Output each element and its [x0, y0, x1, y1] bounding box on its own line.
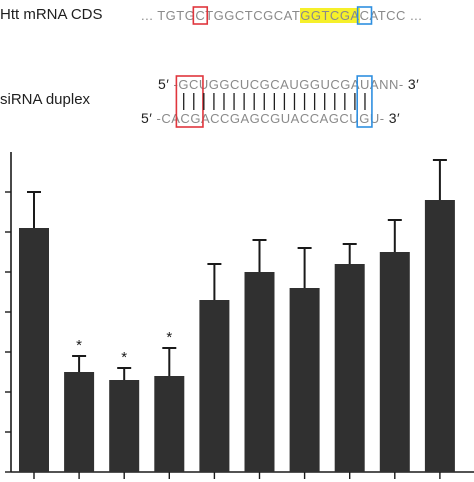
duplex-bottom-mid: ACCGAGCGUACCAGCU	[200, 111, 360, 126]
duplex-bottom-post: U	[369, 111, 380, 126]
duplex-top-post: ANN	[369, 77, 399, 92]
duplex-red-box-outline	[175, 75, 204, 128]
mrna-seq-highlight: GGTCGA	[300, 8, 360, 23]
significance-label: *	[76, 337, 82, 354]
significance-label: *	[121, 349, 127, 366]
bar	[289, 288, 320, 472]
duplex-bottom-prime-end: 3′	[388, 110, 401, 126]
bar	[19, 228, 49, 472]
sirna-label: siRNA duplex	[0, 91, 91, 108]
duplex-top-prime-end: 3′	[407, 76, 420, 92]
mrna-seq-pre: TGTG	[157, 8, 196, 23]
duplex-bottom-prime-start: 5′	[141, 110, 153, 126]
mrna-blue-box-outline	[356, 6, 373, 25]
duplex-top-trail: -	[398, 77, 404, 92]
bar	[109, 380, 140, 472]
mrna-seq-mid: TGGCTCGCAT	[205, 8, 301, 23]
mrna-seq-red-box: C	[195, 8, 206, 23]
mrna-seq-lead: ...	[141, 8, 154, 23]
duplex-top-prime-start: 5′	[158, 76, 170, 92]
bar	[64, 372, 95, 472]
duplex-top-red-box: G	[178, 77, 190, 92]
bar	[154, 376, 185, 472]
bar	[334, 264, 365, 472]
mrna-label: Htt mRNA CDS	[0, 6, 103, 23]
mrna-red-box-outline	[192, 6, 209, 25]
duplex-bottom-strand: 5′ -CACGACCGAGCGUACCAGCUGU- 3′	[141, 110, 400, 126]
mrna-seq-post: ATCC	[369, 8, 406, 23]
bar	[244, 272, 275, 472]
duplex-top-mid: CUGGCUCGCAUGGUCGA	[189, 77, 361, 92]
mrna-sequence: ... TGTGCTGGCTCGCATGGTCGACATCC ...	[141, 8, 422, 23]
bar	[199, 300, 230, 472]
mrna-seq-blue-box: C	[359, 8, 370, 23]
duplex-bottom-trail: -	[379, 111, 385, 126]
duplex-bottom-blue-box: G	[359, 111, 370, 126]
duplex-bottom-red-box: G	[190, 111, 201, 126]
bar	[424, 200, 455, 472]
significance-label: *	[166, 329, 172, 346]
duplex-bottom-lead: -CAC	[156, 111, 191, 126]
bar	[379, 252, 410, 472]
duplex-blue-box-outline	[356, 75, 373, 128]
mrna-seq-trail: ...	[410, 8, 423, 23]
duplex-top-blue-box: U	[360, 77, 370, 92]
